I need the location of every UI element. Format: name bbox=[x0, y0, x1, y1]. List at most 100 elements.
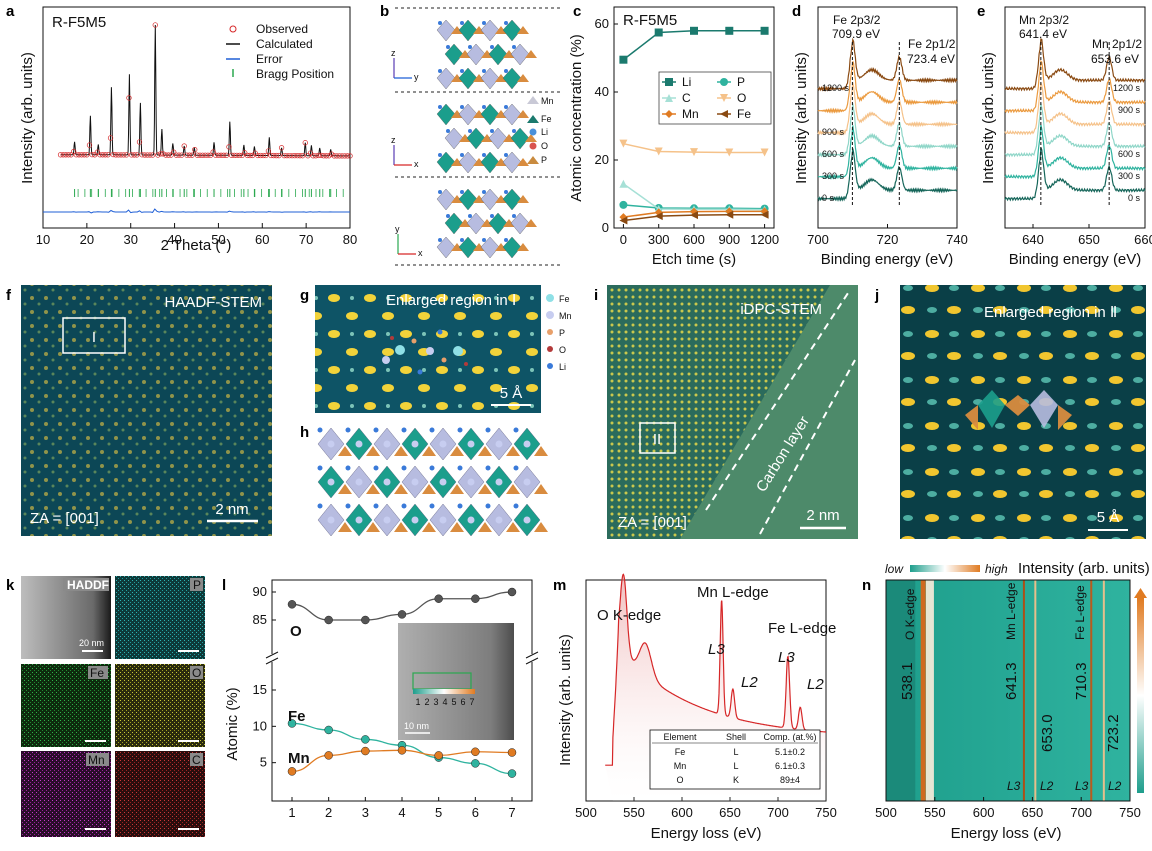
a-observed-point bbox=[236, 152, 243, 159]
c-point-p bbox=[619, 200, 628, 209]
a-observed-point bbox=[202, 152, 208, 158]
h-metal-atom bbox=[467, 478, 475, 486]
g-legend-fe-dot bbox=[546, 294, 554, 302]
a-observed-point bbox=[281, 152, 287, 159]
b-legend-mn: Mn bbox=[541, 96, 554, 106]
b-li-atom bbox=[482, 21, 486, 25]
g-atom-overlay bbox=[382, 329, 468, 375]
a-observed-point bbox=[231, 152, 237, 159]
xps-series-label: 300 s bbox=[822, 171, 845, 181]
panel-i-image: iDPC-STEM II Carbon layer ZA = [001] 2 n… bbox=[607, 285, 858, 539]
xps-spectrum bbox=[817, 125, 958, 180]
b-tetrahedron bbox=[525, 134, 537, 142]
h-tetrahedron bbox=[506, 484, 520, 494]
g-legend: Fe Mn P O Li bbox=[546, 294, 572, 372]
n-band bbox=[1102, 580, 1105, 801]
n-value-653: 653.0 bbox=[1039, 714, 1056, 752]
a-observed-point bbox=[302, 140, 308, 146]
h-li-atom bbox=[345, 503, 351, 509]
m-xtick-label: 700 bbox=[767, 805, 789, 820]
m-table-cell: K bbox=[733, 775, 739, 785]
m-xtick-label: 550 bbox=[623, 805, 645, 820]
b-tetrahedron bbox=[481, 134, 493, 142]
g-legend-mn-dot bbox=[546, 311, 554, 319]
l-xtick-label: 5 bbox=[435, 805, 442, 820]
i-region-label: II bbox=[653, 431, 661, 448]
a-observed-point bbox=[113, 152, 119, 158]
b-axes-3: y x bbox=[395, 224, 423, 258]
panel-c-sample: R-F5M5 bbox=[623, 12, 677, 29]
a-observed-point bbox=[263, 152, 269, 159]
a-observed-point bbox=[213, 152, 219, 158]
c-xtick-label: 900 bbox=[718, 232, 740, 247]
c-xtick-label: 0 bbox=[620, 232, 627, 247]
a-observed-point bbox=[234, 152, 240, 159]
b-tetrahedron bbox=[495, 158, 507, 166]
a-observed-point bbox=[147, 152, 153, 158]
b-tetrahedron bbox=[517, 158, 529, 166]
h-li-atom bbox=[513, 427, 519, 433]
h-li-atom bbox=[457, 503, 463, 509]
xps-spectrum bbox=[817, 37, 958, 92]
n-edge-mn: Mn L-edge bbox=[1004, 582, 1018, 640]
n-xtick-label: 500 bbox=[875, 805, 897, 820]
a-observed-point bbox=[344, 153, 351, 159]
b-li-atom bbox=[460, 238, 464, 242]
b-tetrahedron bbox=[451, 74, 463, 82]
h-metal-atom bbox=[523, 516, 531, 524]
a-observed-point bbox=[339, 153, 345, 159]
b-legend-fe: Fe bbox=[541, 114, 552, 124]
h-li-atom bbox=[401, 465, 407, 471]
b-li-atom bbox=[512, 214, 516, 218]
h-li-atom bbox=[457, 465, 463, 471]
a-observed-point bbox=[84, 152, 90, 158]
a-observed-point bbox=[173, 152, 179, 158]
m-table-cell: L bbox=[733, 761, 738, 771]
a-observed-point bbox=[168, 152, 174, 158]
panel-m-xlabel: Energy loss (eV) bbox=[651, 825, 762, 842]
b-li-atom bbox=[512, 129, 516, 133]
a-observed-point bbox=[99, 152, 106, 158]
h-tetrahedron bbox=[506, 446, 520, 456]
g-title: Enlarged region in Ⅰ bbox=[386, 292, 516, 309]
b-li-atom bbox=[468, 45, 472, 49]
b-li-atom bbox=[482, 69, 486, 73]
a-xtick-label: 30 bbox=[123, 232, 137, 247]
n-edge-o: O K-edge bbox=[903, 588, 917, 640]
a-observed-point bbox=[210, 149, 216, 155]
a-observed-point bbox=[171, 149, 177, 155]
b-tetrahedron bbox=[517, 243, 529, 251]
b-legend-p-shape bbox=[527, 156, 539, 164]
panel-l-series bbox=[287, 587, 517, 778]
panel-e-peak1-value: 641.4 eV bbox=[1019, 27, 1067, 41]
h-tetrahedron bbox=[366, 484, 380, 494]
b-legend-mn-shape bbox=[527, 96, 539, 104]
l-point-mn bbox=[507, 748, 517, 757]
a-observed-point bbox=[123, 152, 129, 158]
c-point-o bbox=[654, 147, 663, 156]
b-axis-z2: z bbox=[391, 135, 396, 145]
l-ytick-label: 5 bbox=[260, 755, 267, 770]
b-li-atom bbox=[482, 238, 486, 242]
panel-k-maps: HADDF P Fe O Mn C 20 nm bbox=[21, 576, 205, 837]
h-tetrahedron bbox=[478, 484, 492, 494]
a-observed-point bbox=[199, 152, 206, 158]
a-observed-point bbox=[292, 152, 298, 159]
h-tetrahedron bbox=[450, 522, 464, 532]
l-ytick-label: 90 bbox=[253, 584, 267, 599]
panel-letter-f: f bbox=[6, 287, 12, 304]
c-point-fe bbox=[760, 210, 769, 219]
m-anno-o-k: O K-edge bbox=[597, 607, 661, 624]
n-value-538: 538.1 bbox=[899, 662, 916, 700]
l-inset-label: 3 bbox=[433, 697, 438, 707]
a-observed-point bbox=[63, 152, 69, 158]
a-observed-point bbox=[181, 143, 187, 149]
panel-d-peak2-label: Fe 2p1/2 bbox=[908, 37, 956, 51]
a-observed-point bbox=[205, 152, 211, 158]
a-observed-point bbox=[73, 152, 79, 158]
b-li-atom bbox=[460, 69, 464, 73]
b-tetrahedron bbox=[451, 158, 463, 166]
h-tetrahedron bbox=[394, 484, 408, 494]
